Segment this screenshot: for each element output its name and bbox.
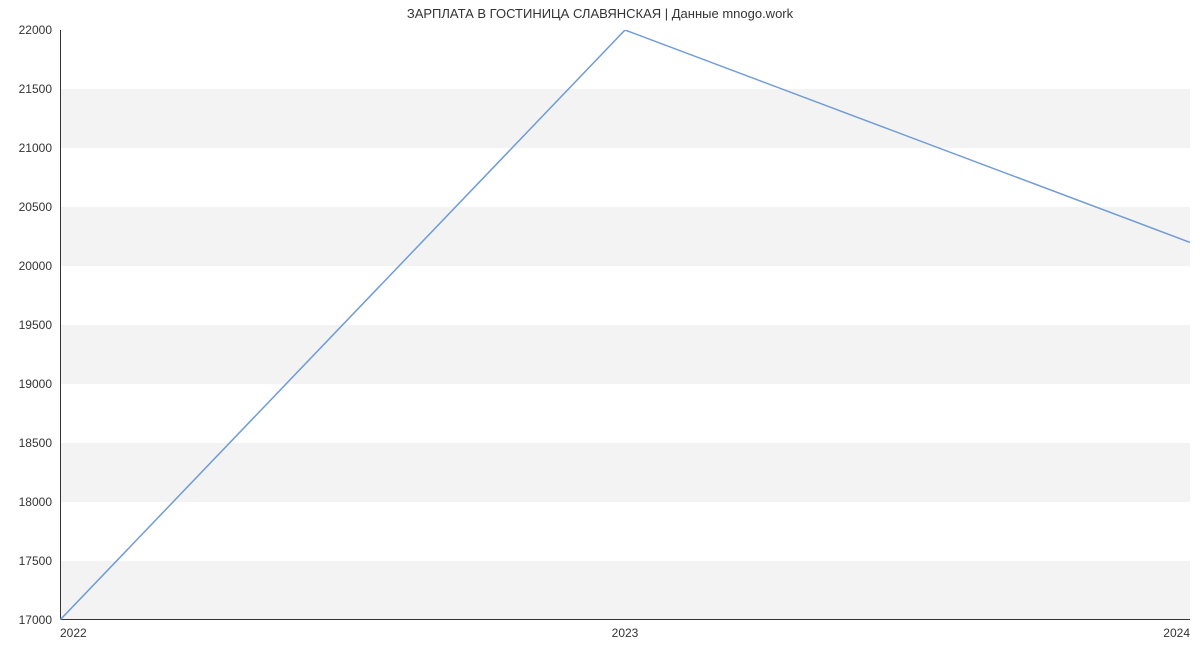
- y-tick-label: 18000: [19, 495, 60, 509]
- y-tick-label: 22000: [19, 23, 60, 37]
- y-tick-label: 18500: [19, 436, 60, 450]
- y-tick-label: 17000: [19, 613, 60, 627]
- y-tick-label: 17500: [19, 554, 60, 568]
- y-tick-label: 19500: [19, 318, 60, 332]
- x-tick-label: 2022: [60, 620, 87, 640]
- series-line: [60, 30, 1190, 620]
- y-tick-label: 21500: [19, 82, 60, 96]
- x-tick-label: 2024: [1163, 620, 1190, 640]
- y-tick-label: 20000: [19, 259, 60, 273]
- plot-area: 1700017500180001850019000195002000020500…: [60, 30, 1190, 620]
- series-layer: [60, 30, 1190, 620]
- y-tick-label: 21000: [19, 141, 60, 155]
- chart-container: ЗАРПЛАТА В ГОСТИНИЦА СЛАВЯНСКАЯ | Данные…: [0, 0, 1200, 650]
- y-tick-label: 20500: [19, 200, 60, 214]
- chart-title: ЗАРПЛАТА В ГОСТИНИЦА СЛАВЯНСКАЯ | Данные…: [0, 6, 1200, 21]
- x-tick-label: 2023: [612, 620, 639, 640]
- y-tick-label: 19000: [19, 377, 60, 391]
